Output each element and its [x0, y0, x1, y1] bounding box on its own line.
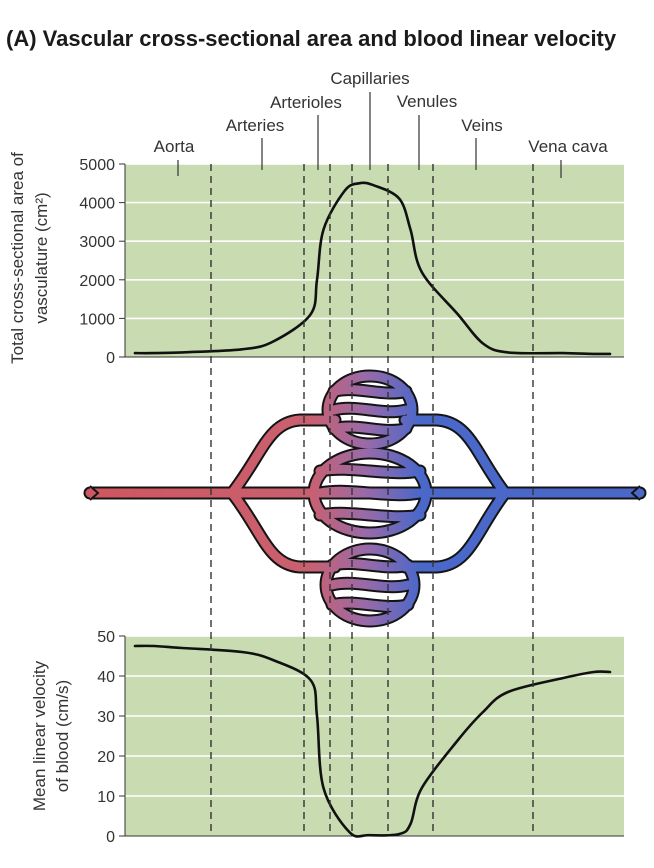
y-axis-title-line: Total cross-sectional area of — [8, 152, 27, 364]
y-tick-label: 1000 — [79, 311, 115, 328]
vessel-lumen — [329, 385, 411, 398]
segment-label: Veins — [461, 116, 503, 135]
y-tick-label: 4000 — [79, 196, 115, 213]
vessel-lumen — [315, 486, 425, 500]
vessel-diagram — [83, 369, 647, 628]
y-tick-label: 10 — [97, 789, 115, 806]
y-tick-label: 30 — [97, 709, 115, 726]
segment-label: Venules — [397, 92, 458, 111]
y-axis-title: Total cross-sectional area of vasculature… — [8, 152, 51, 364]
figure-title: (A) Vascular cross-sectional area and bl… — [6, 26, 617, 51]
area-chart: 0 1000 2000 3000 4000 5000 Total cross-section… — [8, 152, 624, 367]
plot-layer: 0 1000 2000 3000 4000 5000 Total cross-section… — [8, 152, 624, 846]
vessel-lumen — [323, 371, 417, 449]
vessel-lumen — [327, 558, 413, 572]
velocity-chart: 0 10 20 30 40 50 Mean linear velocity of blood … — [30, 629, 624, 846]
plot-background — [125, 164, 624, 357]
segment-label: Vena cava — [528, 137, 608, 156]
aorta-end — [89, 485, 100, 501]
y-axis-title-line: Mean linear velocity — [30, 660, 49, 811]
vessel-lumen — [327, 598, 413, 612]
y-tick-label: 20 — [97, 749, 115, 766]
y-axis-title-line: of blood (cm/s) — [53, 680, 72, 792]
segment-dividers — [210, 164, 534, 836]
vessel-lumen — [309, 448, 431, 538]
vessel-lumen — [315, 508, 425, 522]
y-tick-label: 3000 — [79, 234, 115, 251]
segment-label: Aorta — [154, 137, 195, 156]
segment-label: Arteries — [226, 116, 285, 135]
vessel-lumen — [400, 488, 510, 572]
y-tick-label: 0 — [106, 350, 115, 367]
segment-label: Arterioles — [270, 93, 342, 112]
segment-labels: Aorta Arteries Arterioles Capillaries Venule… — [154, 69, 608, 178]
vessel-lumen — [227, 488, 340, 572]
vessel-lumen — [329, 422, 411, 435]
y-axis-title: Mean linear velocity of blood (cm/s) — [30, 660, 72, 811]
y-tick-label: 5000 — [79, 157, 115, 174]
plot-background — [125, 636, 624, 836]
data-line — [133, 644, 612, 838]
vessel-lumen — [227, 415, 340, 498]
data-line — [133, 181, 612, 356]
vessel-lumen — [329, 403, 411, 417]
vessel-lumen — [400, 415, 510, 498]
y-tick-label: 0 — [106, 829, 115, 846]
vena-cava-end — [630, 485, 641, 501]
y-tick-label: 2000 — [79, 273, 115, 290]
vessel-lumen — [327, 578, 413, 592]
y-axis-title-line: vasculature (cm²) — [32, 192, 51, 323]
y-tick-label: 50 — [97, 629, 115, 646]
vessel-lumen — [315, 464, 425, 478]
y-tick-label: 40 — [97, 669, 115, 686]
vessel-lumen — [321, 544, 419, 626]
segment-label: Capillaries — [330, 69, 409, 88]
